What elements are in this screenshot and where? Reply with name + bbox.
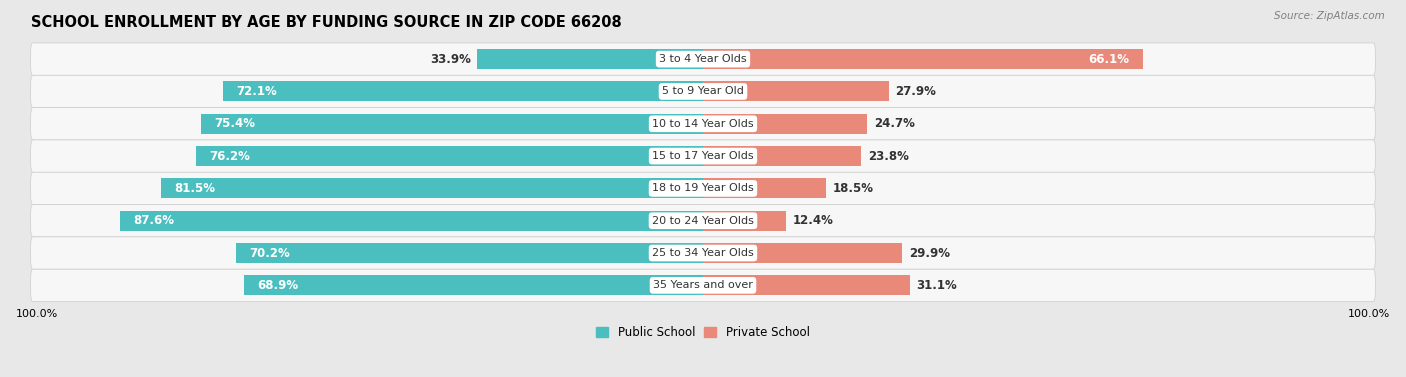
Bar [703,211,786,231]
Bar [236,243,703,263]
Text: 25 to 34 Year Olds: 25 to 34 Year Olds [652,248,754,258]
Text: 29.9%: 29.9% [908,247,949,259]
Bar [478,49,703,69]
Bar [703,49,1143,69]
Text: 23.8%: 23.8% [868,150,908,162]
Text: 72.1%: 72.1% [236,85,277,98]
Bar [703,81,889,101]
Bar [160,178,703,198]
Bar [703,275,910,296]
Text: 33.9%: 33.9% [430,53,471,66]
Text: 75.4%: 75.4% [215,117,256,130]
Text: 68.9%: 68.9% [257,279,299,292]
Text: 27.9%: 27.9% [896,85,936,98]
FancyBboxPatch shape [31,205,1375,237]
Bar [703,114,868,134]
Text: 20 to 24 Year Olds: 20 to 24 Year Olds [652,216,754,226]
Bar [703,243,903,263]
Text: 12.4%: 12.4% [792,214,834,227]
FancyBboxPatch shape [31,107,1375,140]
Text: 76.2%: 76.2% [209,150,250,162]
Text: 18.5%: 18.5% [832,182,873,195]
FancyBboxPatch shape [31,172,1375,205]
Bar [201,114,703,134]
Text: 18 to 19 Year Olds: 18 to 19 Year Olds [652,183,754,193]
FancyBboxPatch shape [31,237,1375,269]
Bar [245,275,703,296]
Text: 35 Years and over: 35 Years and over [652,280,754,290]
FancyBboxPatch shape [31,75,1375,107]
FancyBboxPatch shape [31,140,1375,172]
Text: 70.2%: 70.2% [249,247,290,259]
Text: 81.5%: 81.5% [174,182,215,195]
Text: 31.1%: 31.1% [917,279,957,292]
Text: 24.7%: 24.7% [875,117,915,130]
Text: Source: ZipAtlas.com: Source: ZipAtlas.com [1274,11,1385,21]
Text: 66.1%: 66.1% [1088,53,1129,66]
Bar [195,146,703,166]
Bar [703,146,862,166]
FancyBboxPatch shape [31,43,1375,75]
Text: 3 to 4 Year Olds: 3 to 4 Year Olds [659,54,747,64]
Text: SCHOOL ENROLLMENT BY AGE BY FUNDING SOURCE IN ZIP CODE 66208: SCHOOL ENROLLMENT BY AGE BY FUNDING SOUR… [31,15,621,30]
Text: 10 to 14 Year Olds: 10 to 14 Year Olds [652,119,754,129]
Text: 87.6%: 87.6% [134,214,174,227]
Bar [703,178,827,198]
Legend: Public School, Private School: Public School, Private School [592,321,814,343]
Bar [224,81,703,101]
Text: 5 to 9 Year Old: 5 to 9 Year Old [662,86,744,97]
Bar [120,211,703,231]
FancyBboxPatch shape [31,269,1375,302]
Text: 15 to 17 Year Olds: 15 to 17 Year Olds [652,151,754,161]
